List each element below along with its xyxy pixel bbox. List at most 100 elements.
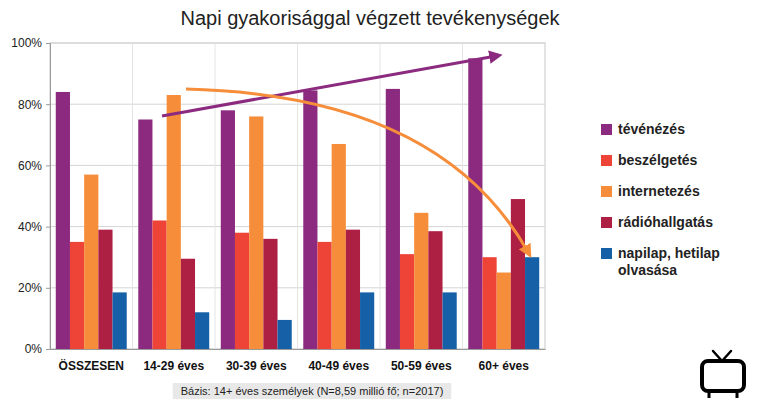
x-tick: 50-59 éves — [391, 349, 452, 373]
footnote-background — [173, 383, 452, 399]
y-tick-mark — [46, 43, 50, 44]
footnote-text: Bázis: 14+ éves személyek (N=8,59 millió… — [181, 385, 444, 397]
bar — [278, 320, 292, 349]
bar — [303, 90, 317, 349]
bar — [482, 257, 496, 349]
bar — [360, 292, 374, 349]
legend-item: beszélgetés — [601, 152, 698, 168]
category-divider — [380, 43, 381, 349]
tv-leg — [736, 393, 739, 398]
bar — [84, 175, 98, 349]
title: Napi gyakorisággal végzett tevékenységek — [180, 7, 560, 29]
x-tick: 60+ éves — [479, 349, 530, 373]
legend-label: beszélgetés — [618, 152, 698, 168]
legend-label: tévénézés — [618, 121, 685, 137]
bar — [332, 144, 346, 349]
bar — [195, 312, 209, 349]
y-tick-mark — [46, 227, 50, 228]
bar — [167, 95, 181, 349]
legend-item: napilap, hetilapolvasása — [601, 245, 720, 278]
legend-swatch — [601, 155, 612, 166]
legend-item: internetezés — [601, 183, 700, 199]
bar — [152, 220, 166, 349]
legend-label: internetezés — [618, 183, 700, 199]
bar — [221, 110, 235, 349]
x-axis-line — [51, 349, 546, 350]
legend-swatch — [601, 124, 612, 135]
bar — [98, 230, 112, 349]
tv-body — [702, 361, 744, 391]
tv-icon — [702, 351, 744, 398]
y-tick-label: 40% — [18, 220, 42, 234]
y-tick: 80% — [18, 98, 50, 112]
bar-series — [113, 257, 540, 349]
category-divider — [462, 43, 463, 349]
bars — [56, 58, 539, 349]
y-tick-mark — [46, 288, 50, 289]
bar-series — [70, 220, 497, 349]
bar — [511, 199, 525, 349]
legend-item: rádióhallgatás — [601, 214, 713, 230]
legend-item: tévénézés — [601, 121, 685, 137]
category-divider — [132, 43, 133, 349]
x-tick-label: ÖSSZESEN — [59, 358, 124, 373]
x-tick: ÖSSZESEN — [59, 349, 124, 373]
legend-label: rádióhallgatás — [618, 214, 713, 230]
bar — [346, 230, 360, 349]
y-tick-label: 80% — [18, 98, 42, 112]
bar — [235, 233, 249, 349]
x-tick-label: 14-29 éves — [143, 359, 204, 373]
bar — [317, 242, 331, 349]
y-tick-label: 100% — [11, 36, 42, 50]
grid — [50, 43, 545, 349]
y-axis-line — [46, 44, 51, 350]
bar — [249, 116, 263, 349]
legend-swatch — [601, 248, 612, 259]
bar — [468, 58, 482, 349]
bar-series — [84, 95, 511, 349]
y-tick: 0% — [25, 342, 50, 356]
plot-frame — [50, 43, 545, 349]
tv-screen — [708, 367, 738, 385]
x-tick-label: 50-59 éves — [391, 359, 452, 373]
bar-series — [98, 199, 525, 349]
bar — [138, 120, 152, 350]
legend-swatch — [601, 186, 612, 197]
bar — [497, 273, 511, 350]
category-divider — [297, 43, 298, 349]
y-tick-mark — [46, 349, 50, 350]
legend-swatch — [601, 217, 612, 228]
x-tick: 40-49 éves — [308, 349, 369, 373]
x-tick-label: 30-39 éves — [226, 359, 287, 373]
y-tick-label: 20% — [18, 281, 42, 295]
footnote: Bázis: 14+ éves személyek (N=8,59 millió… — [173, 383, 452, 399]
bar — [70, 242, 84, 349]
bar — [443, 292, 457, 349]
y-tick-label: 60% — [18, 159, 42, 173]
y-tick-mark — [46, 165, 50, 166]
y-tick: 40% — [18, 220, 50, 234]
x-tick-label: 60+ éves — [479, 359, 530, 373]
bar — [428, 231, 442, 349]
trend-arrow — [186, 89, 528, 252]
legend: tévénézés beszélgetés internetezés rádióhal… — [601, 121, 720, 278]
bar — [56, 92, 70, 349]
y-tick-label: 0% — [25, 342, 43, 356]
bar — [400, 254, 414, 349]
y-tick-mark — [46, 104, 50, 105]
tv-leg — [708, 393, 711, 398]
bar — [414, 213, 428, 349]
y-tick: 100% — [11, 36, 50, 50]
bar — [525, 257, 539, 349]
x-axis: ÖSSZESEN 14-29 éves 30-39 éves 40-49 éves 50… — [51, 349, 546, 373]
x-tick-label: 40-49 éves — [308, 359, 369, 373]
y-tick: 60% — [18, 159, 50, 173]
bar — [181, 259, 195, 349]
y-tick: 20% — [18, 281, 50, 295]
bar — [263, 239, 277, 349]
y-axis: 0% 20% 40% 60% 80% 100% — [11, 36, 50, 356]
x-tick: 30-39 éves — [226, 349, 287, 373]
bar-series — [56, 58, 483, 349]
bar — [113, 292, 127, 349]
chart: Napi gyakorisággal végzett tevékenységek… — [0, 0, 760, 404]
